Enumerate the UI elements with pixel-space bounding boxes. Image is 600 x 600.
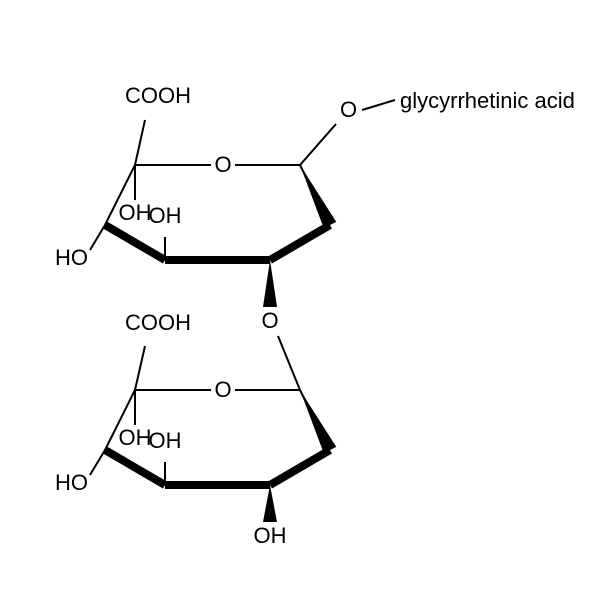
ho-label: HO xyxy=(55,470,88,495)
oh-label: OH xyxy=(119,425,152,450)
oh-label: OH xyxy=(254,523,287,548)
anomeric-oxygen: O xyxy=(340,97,357,122)
oh-label: OH xyxy=(119,200,152,225)
oh-label: OH xyxy=(149,428,182,453)
ring-oxygen: O xyxy=(214,152,231,177)
ring-oxygen: O xyxy=(214,377,231,402)
cooh-label: COOH xyxy=(125,310,191,335)
molecule-diagram: O COOH OH HO OH O Oglycyrrhetinic acid O COOH OH H… xyxy=(0,0,600,600)
glycosidic-oxygen: O xyxy=(261,308,278,333)
glycyrrhetinic-label: glycyrrhetinic acid xyxy=(400,88,575,113)
cooh-label: COOH xyxy=(125,83,191,108)
oh-label: OH xyxy=(149,203,182,228)
ho-label: HO xyxy=(55,245,88,270)
